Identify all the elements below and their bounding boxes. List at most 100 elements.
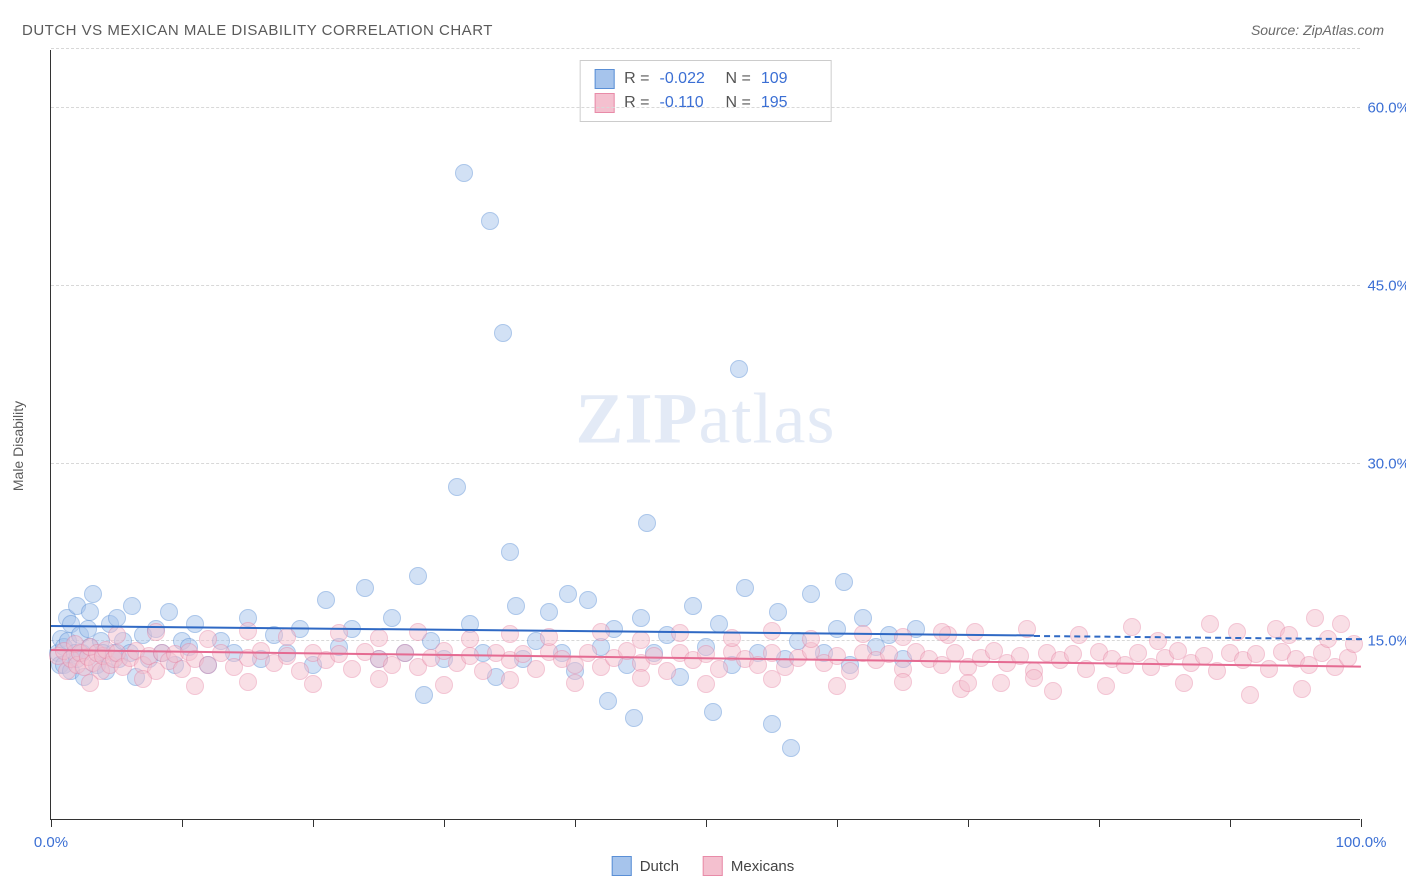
x-tick	[444, 819, 445, 827]
data-point	[736, 579, 754, 597]
data-point	[769, 603, 787, 621]
data-point	[828, 620, 846, 638]
data-point	[356, 579, 374, 597]
data-point	[763, 622, 781, 640]
data-point	[599, 692, 617, 710]
data-point	[540, 603, 558, 621]
stats-legend: R =-0.022N =109R =-0.110N =195	[579, 60, 832, 122]
x-tick	[575, 819, 576, 827]
data-point	[1201, 615, 1219, 633]
data-point	[409, 623, 427, 641]
data-point	[186, 615, 204, 633]
data-point	[134, 670, 152, 688]
data-point	[108, 609, 126, 627]
data-point	[992, 674, 1010, 692]
data-point	[507, 597, 525, 615]
data-point	[84, 585, 102, 603]
data-point	[645, 647, 663, 665]
data-point	[123, 597, 141, 615]
data-point	[1247, 645, 1265, 663]
data-point	[199, 630, 217, 648]
legend-label: Mexicans	[731, 858, 794, 875]
data-point	[1149, 632, 1167, 650]
data-point	[559, 585, 577, 603]
data-point	[317, 591, 335, 609]
data-point	[435, 676, 453, 694]
x-tick	[1099, 819, 1100, 827]
x-tick	[313, 819, 314, 827]
data-point	[894, 673, 912, 691]
data-point	[108, 626, 126, 644]
legend-item: Dutch	[612, 856, 679, 876]
data-point	[1241, 686, 1259, 704]
data-point	[684, 597, 702, 615]
data-point	[632, 669, 650, 687]
gridline	[51, 48, 1360, 49]
data-point	[160, 603, 178, 621]
data-point	[186, 677, 204, 695]
gridline	[51, 107, 1360, 108]
data-point	[841, 662, 859, 680]
data-point	[763, 670, 781, 688]
data-point	[959, 674, 977, 692]
data-point	[894, 628, 912, 646]
data-point	[448, 478, 466, 496]
x-tick	[837, 819, 838, 827]
data-point	[625, 709, 643, 727]
data-point	[330, 624, 348, 642]
data-point	[1064, 645, 1082, 663]
y-axis-label: Male Disability	[10, 401, 26, 491]
x-tick-label: 0.0%	[34, 834, 68, 851]
y-tick-label: 60.0%	[1362, 100, 1406, 117]
data-point	[1129, 644, 1147, 662]
legend-swatch	[594, 93, 614, 113]
data-point	[730, 360, 748, 378]
y-tick-label: 30.0%	[1362, 455, 1406, 472]
data-point	[1306, 609, 1324, 627]
data-point	[632, 631, 650, 649]
data-point	[1123, 618, 1141, 636]
data-point	[1175, 674, 1193, 692]
data-point	[632, 609, 650, 627]
data-point	[704, 703, 722, 721]
legend-swatch	[612, 856, 632, 876]
stat-value-n: 195	[761, 94, 817, 112]
data-point	[802, 585, 820, 603]
data-point	[710, 615, 728, 633]
legend-item: Mexicans	[703, 856, 794, 876]
stats-legend-row: R =-0.022N =109	[594, 67, 817, 91]
data-point	[697, 675, 715, 693]
legend-swatch	[594, 69, 614, 89]
stat-label-n: N =	[726, 94, 751, 112]
data-point	[501, 543, 519, 561]
correlation-chart: DUTCH VS MEXICAN MALE DISABILITY CORRELA…	[0, 0, 1406, 892]
data-point	[566, 674, 584, 692]
gridline	[51, 285, 1360, 286]
data-point	[455, 164, 473, 182]
series-legend: Dutch Mexicans	[612, 856, 795, 876]
data-point	[278, 628, 296, 646]
data-point	[1332, 615, 1350, 633]
legend-label: Dutch	[640, 858, 679, 875]
x-tick	[968, 819, 969, 827]
data-point	[828, 677, 846, 695]
data-point	[481, 212, 499, 230]
stat-value-n: 109	[761, 70, 817, 88]
legend-swatch	[703, 856, 723, 876]
data-point	[278, 647, 296, 665]
data-point	[638, 514, 656, 532]
data-point	[933, 623, 951, 641]
data-point	[415, 686, 433, 704]
data-point	[81, 603, 99, 621]
data-point	[494, 324, 512, 342]
data-point	[501, 671, 519, 689]
stat-label-n: N =	[726, 70, 751, 88]
data-point	[239, 673, 257, 691]
x-tick-label: 100.0%	[1336, 834, 1387, 851]
data-point	[1025, 669, 1043, 687]
data-point	[579, 591, 597, 609]
data-point	[835, 573, 853, 591]
data-point	[370, 629, 388, 647]
data-point	[461, 630, 479, 648]
data-point	[474, 662, 492, 680]
